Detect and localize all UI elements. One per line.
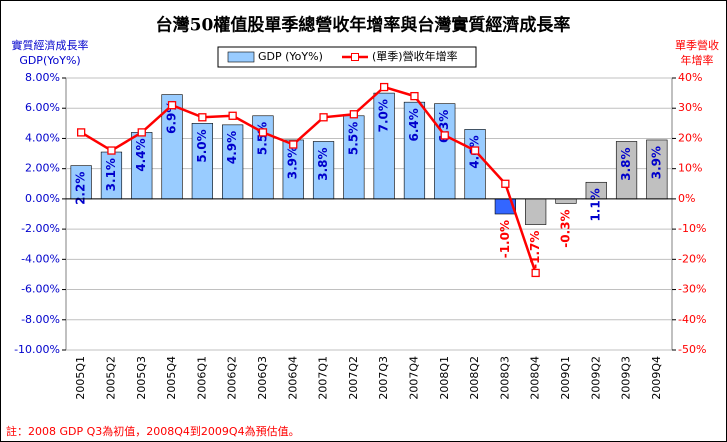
line-marker [258, 128, 268, 137]
x-tick-label: 2009Q1 [559, 356, 572, 400]
legend-label: GDP (YoY%) [258, 50, 323, 63]
y2-tick-label: 40% [678, 71, 702, 84]
x-tick-label: 2007Q4 [407, 356, 420, 400]
y-tick-label: -8.00% [21, 313, 60, 326]
y2-tick-label: 0% [678, 192, 695, 205]
y-tick-label: -2.00% [21, 222, 60, 235]
data-label: -1.0% [498, 220, 512, 258]
x-tick-label: 2006Q3 [256, 356, 269, 400]
x-tick-label: 2007Q1 [317, 356, 330, 400]
data-label: 4.9% [225, 131, 239, 164]
y2-tick-label: -40% [678, 313, 706, 326]
data-label: 7.0% [377, 99, 391, 132]
data-label: 1.1% [589, 188, 603, 221]
y2-tick-label: -50% [678, 343, 706, 356]
data-label: 6.4% [407, 108, 421, 141]
data-label: 3.9% [649, 146, 663, 179]
line-marker [107, 146, 116, 155]
bar [525, 198, 547, 225]
x-tick-label: 2009Q4 [650, 356, 663, 400]
y-tick-label: -4.00% [21, 252, 60, 265]
line-marker [410, 91, 419, 101]
line-marker [289, 140, 298, 149]
line [80, 85, 537, 274]
x-tick-label: 2005Q1 [74, 356, 87, 400]
y-label: 實質經濟成長率 [12, 38, 89, 52]
x-tick-label: 2007Q2 [347, 356, 360, 400]
bar [555, 198, 577, 204]
line-marker [379, 82, 389, 92]
y-tick-label: 0.00% [25, 192, 60, 205]
line-marker [77, 128, 86, 137]
legend-swatch [351, 53, 359, 61]
data-label: 3.1% [104, 158, 118, 191]
y-tick-label: -6.00% [21, 283, 60, 296]
y2-label: 單季營收 [675, 38, 719, 52]
data-label: -0.3% [558, 209, 572, 247]
line-marker [531, 268, 540, 278]
y-label: GDP(YoY%) [19, 54, 80, 67]
x-tick-label: 2008Q4 [529, 356, 542, 400]
y-tick-label: 6.00% [25, 101, 60, 114]
line-marker [198, 113, 207, 122]
data-label: 3.8% [619, 147, 633, 180]
x-tick-label: 2005Q4 [165, 356, 178, 400]
legend-swatch [227, 51, 255, 63]
x-tick-label: 2007Q3 [377, 356, 390, 400]
x-tick-label: 2005Q3 [135, 356, 148, 400]
x-tick-label: 2008Q2 [468, 356, 481, 400]
data-label: 3.8% [316, 147, 330, 180]
data-label: 3.9% [286, 146, 300, 179]
line-marker [319, 113, 328, 122]
y-tick-label: 2.00% [25, 162, 60, 175]
x-tick-label: 2006Q1 [195, 356, 208, 400]
data-label: 2.2% [74, 172, 88, 205]
line-marker [167, 101, 177, 110]
y2-tick-label: 20% [678, 131, 702, 144]
y2-tick-label: -20% [678, 252, 706, 265]
line-marker [440, 131, 449, 140]
line-marker [501, 179, 510, 188]
x-tick-label: 2009Q2 [589, 356, 602, 400]
y2-tick-label: -30% [678, 283, 706, 296]
x-tick-label: 2005Q2 [104, 356, 117, 400]
data-label: 5.0% [195, 129, 209, 162]
data-label: -1.7% [528, 231, 542, 269]
x-tick-label: 2006Q2 [226, 356, 239, 400]
data-label: 5.5% [255, 122, 269, 155]
data-label: 4.4% [134, 138, 148, 171]
y-tick-label: 4.00% [25, 131, 60, 144]
footnote: 註：2008 GDP Q3為初值，2008Q4到2009Q4為預估值。 [6, 424, 300, 438]
y-tick-label: -10.00% [14, 343, 60, 356]
y2-tick-label: -10% [678, 222, 706, 235]
x-tick-label: 2008Q1 [438, 356, 451, 400]
line-marker [349, 110, 359, 119]
line-marker [137, 128, 146, 137]
x-tick-label: 2009Q3 [620, 356, 633, 400]
x-tick-label: 2006Q4 [286, 356, 299, 400]
chart-title: 台灣50權值股單季總營收年增率與台灣實質經濟成長率 [156, 15, 571, 36]
y2-label: 年增率 [681, 53, 714, 67]
data-label: 5.5% [346, 122, 360, 155]
line-marker [228, 111, 237, 120]
legend-label: (單季)營收年增率 [372, 49, 458, 63]
x-tick-label: 2008Q3 [498, 356, 511, 400]
y2-tick-label: 30% [678, 101, 702, 114]
line-marker [470, 146, 480, 155]
y2-tick-label: 10% [678, 162, 702, 175]
y-tick-label: 8.00% [25, 71, 60, 84]
